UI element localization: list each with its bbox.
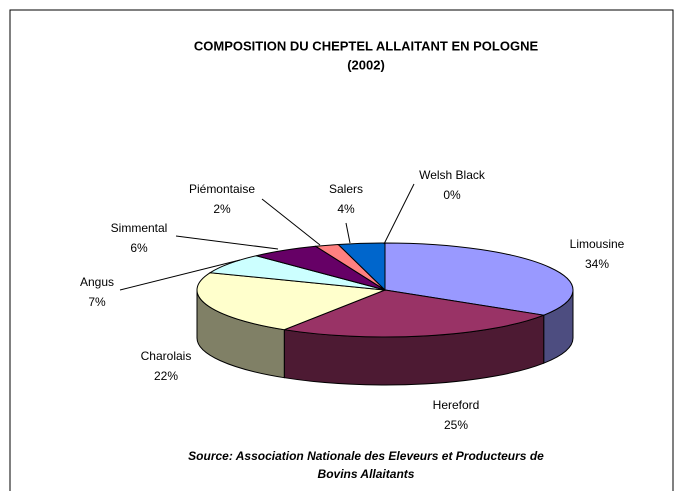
- slice-label: Salers: [329, 182, 363, 196]
- slice-label: Limousine: [570, 237, 625, 251]
- slice-value-label: 7%: [88, 295, 106, 309]
- leader-line: [261, 198, 321, 246]
- slice-label: Simmental: [111, 221, 168, 235]
- slice-value-label: 0%: [443, 188, 461, 202]
- chart-title: COMPOSITION DU CHEPTEL ALLAITANT EN POLO…: [194, 38, 539, 53]
- slice-label: Angus: [80, 275, 114, 289]
- source-note: Bovins Allaitants: [318, 467, 415, 481]
- chart-subtitle: (2002): [347, 57, 385, 72]
- slice: [196, 272, 386, 331]
- slice-value-label: 34%: [585, 257, 609, 271]
- leader-line: [345, 222, 351, 244]
- leader-line: [175, 235, 279, 250]
- slice-label: Hereford: [433, 398, 480, 412]
- slice: [282, 289, 546, 338]
- slice-label: Piémontaise: [189, 182, 255, 196]
- slice-value-label: 2%: [213, 202, 231, 216]
- slice-value-label: 4%: [337, 202, 355, 216]
- slice-value-label: 25%: [444, 418, 468, 432]
- slice-label: Welsh Black: [419, 168, 486, 182]
- slice-label: Charolais: [141, 349, 192, 363]
- slice-value-label: 22%: [154, 369, 178, 383]
- leader-line: [119, 259, 241, 291]
- source-note: Source: Association Nationale des Eleveu…: [188, 449, 544, 463]
- slice-value-label: 6%: [130, 241, 148, 255]
- leader-line: [383, 183, 415, 245]
